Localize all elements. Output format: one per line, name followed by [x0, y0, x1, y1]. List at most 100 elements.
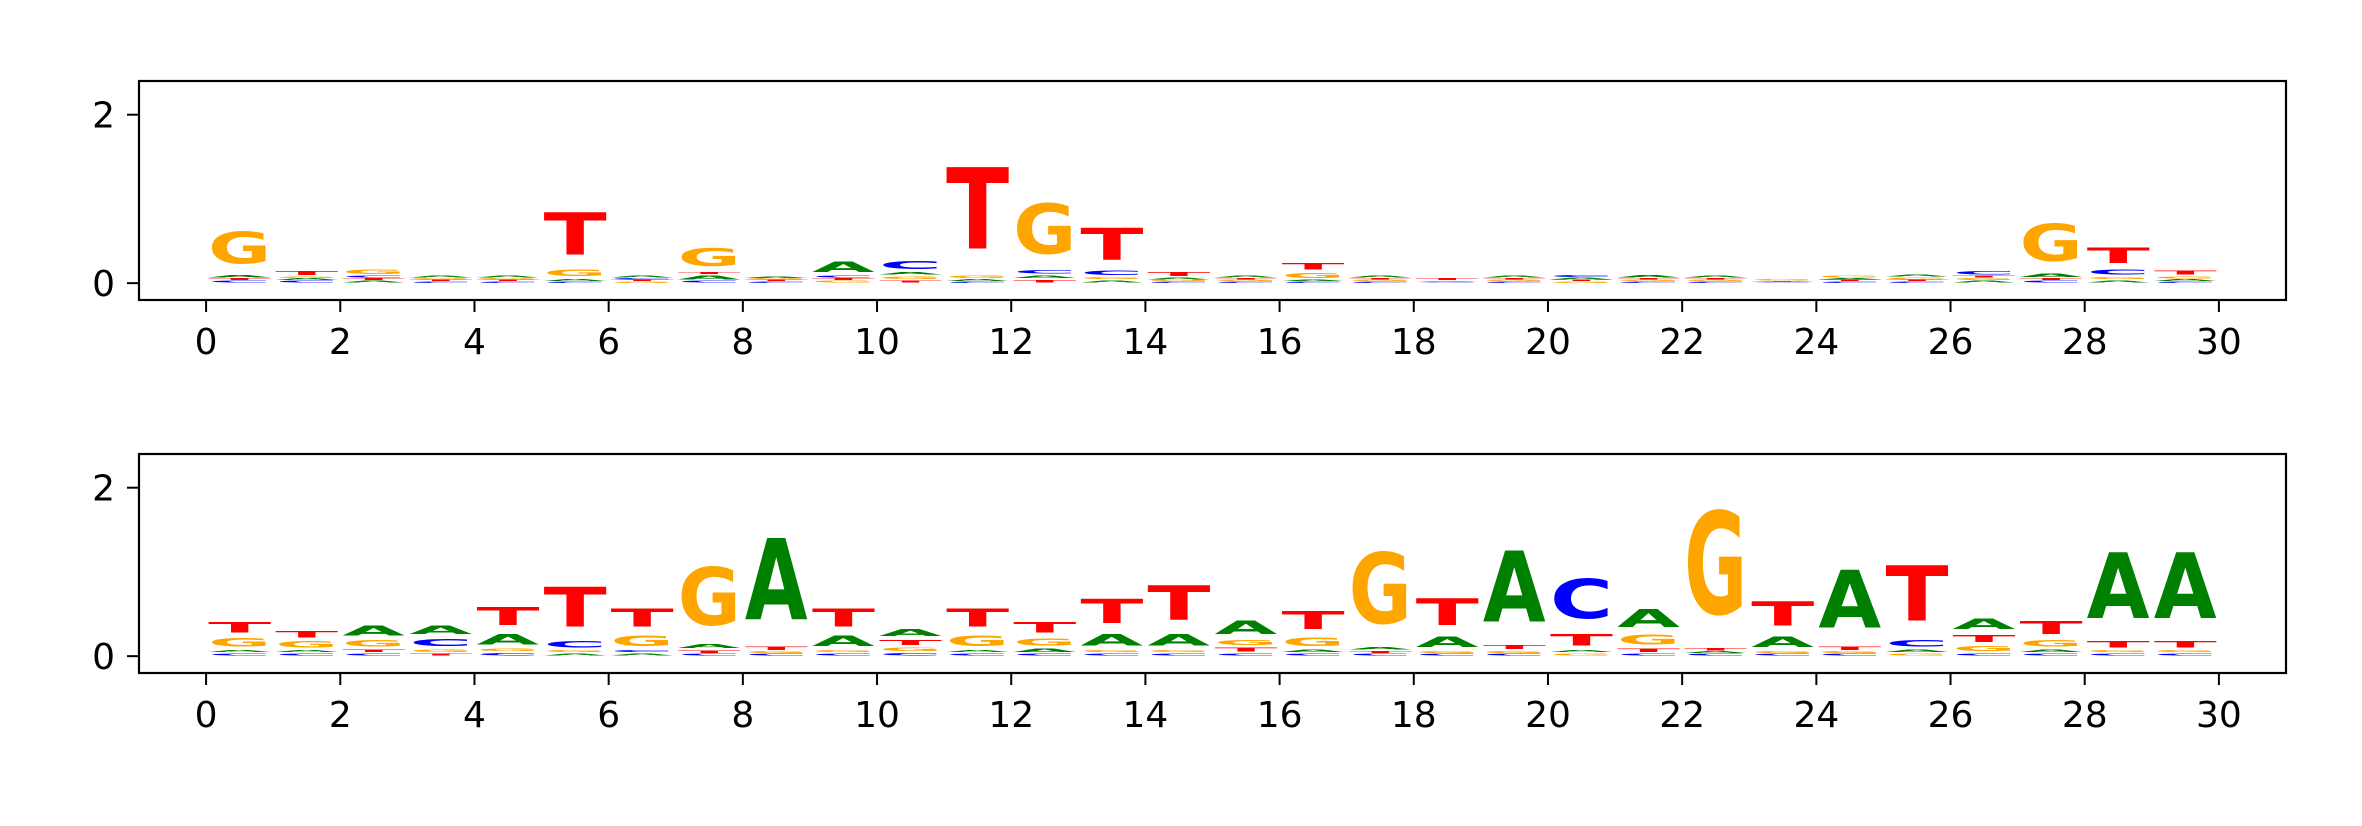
logo-letter-g: G [1953, 278, 2016, 281]
logo-letter-c: C [1349, 654, 1412, 656]
logo-letter-c: C [1416, 654, 1479, 656]
logo-letter-a: A [1483, 532, 1546, 645]
logo-letter-g: G [812, 649, 875, 652]
logo-letter-c: C [678, 654, 741, 656]
x-tick-label: 6 [597, 695, 620, 736]
logo-letter-c: C [544, 282, 607, 284]
logo-letter-c: C [409, 637, 472, 649]
logo-letter-c: C [1818, 282, 1881, 284]
logo-letter-t: T [678, 272, 742, 275]
x-tick-label: 12 [988, 695, 1034, 736]
logo-letter-t: T [1885, 280, 1949, 282]
logo-letter-c: C [342, 276, 405, 278]
logo-letter-t: T [745, 280, 809, 282]
logo-letter-a: A [476, 631, 539, 648]
logo-letter-c: C [1684, 282, 1747, 284]
logo-letter-t: T [2087, 243, 2150, 268]
logo-letter-t: T [879, 639, 942, 647]
logo-letter-c: C [409, 282, 472, 284]
x-tick-label: 28 [2062, 695, 2108, 736]
x-tick-label: 30 [2196, 695, 2242, 736]
logo-letter-t: T [1080, 220, 1143, 270]
logo-letter-t: T [275, 629, 338, 639]
logo-letter-g: G [1617, 633, 1680, 648]
logo-letter-g: G [1282, 635, 1345, 648]
logo-letter-g: G [2154, 276, 2217, 279]
logo-letter-t: T [476, 280, 540, 282]
logo-letter-c: C [275, 281, 338, 283]
logo-letter-t: T [745, 646, 809, 651]
x-tick-label: 18 [1391, 322, 1437, 363]
logo-letter-g: G [611, 633, 674, 650]
logo-letter-a: A [1953, 616, 2016, 633]
logo-letter-g: G [1349, 533, 1412, 646]
logo-letter-a: A [1617, 604, 1681, 633]
logo-letter-c: C [2020, 281, 2083, 283]
x-tick-label: 22 [1659, 695, 1705, 736]
logo-letter-t: T [1349, 278, 1413, 280]
logo-letter-a: A [1013, 275, 1077, 279]
logo-letter-a: A [2154, 279, 2218, 282]
logo-letter-c: C [1416, 282, 1479, 283]
x-tick-label: 24 [1793, 322, 1839, 363]
logo-letter-a: A [1349, 646, 1413, 650]
logo-letter-g: G [2020, 638, 2083, 648]
logo-letter-g: G [1147, 280, 1210, 282]
logo-letter-t: T [409, 280, 473, 282]
logo-letter-c: C [1818, 654, 1881, 656]
logo-letter-g: G [1550, 281, 1613, 283]
logo-letter-t: T [1953, 633, 2016, 645]
logo-letter-a: A [1751, 281, 1815, 282]
logo-letter-c: C [812, 276, 875, 278]
logo-letter-a: A [1684, 651, 1748, 654]
axes-frame [137, 79, 2288, 302]
logo-panel-top: CTAGCAGTATCGCTGACTGACAGTGTCACATGCTGAGTCA… [92, 79, 2288, 363]
logo-letter-a: A [1349, 276, 1413, 279]
x-tick-label: 14 [1123, 695, 1169, 736]
logo-letter-c: C [1483, 654, 1546, 656]
logo-letter-a: A [1953, 281, 2017, 284]
logo-letter-g: G [1684, 280, 1747, 282]
logo-letter-g: G [1080, 649, 1143, 652]
x-tick-label: 16 [1257, 322, 1303, 363]
y-axis: 02 [92, 96, 139, 305]
logo-letter-a: A [1080, 631, 1143, 649]
x-tick-label: 18 [1391, 695, 1437, 736]
logo-letter-t: T [476, 601, 539, 630]
logo-letter-c: C [544, 639, 607, 649]
logo-letter-g: G [1684, 483, 1747, 647]
logo-letter-t: T [2020, 278, 2084, 281]
logo-letters: CTAGCAGTATCGCTGACTGACAGTGTCACATGCTGAGTCA… [208, 146, 2217, 283]
x-tick-label: 4 [463, 695, 486, 736]
logo-letter-t: T [1013, 279, 1077, 283]
logo-letter-a: A [409, 276, 473, 279]
logo-letter-g: G [1215, 280, 1278, 282]
logo-letter-g: G [1885, 277, 1948, 280]
logo-letter-t: T [611, 603, 674, 632]
logo-letter-c: C [2087, 268, 2150, 276]
logo-letter-g: G [1282, 271, 1345, 279]
logo-letter-c: C [1751, 654, 1814, 656]
logo-letter-g: G [946, 633, 1009, 650]
logo-letter-a: A [1416, 633, 1479, 650]
logo-letter-a: A [208, 274, 272, 278]
logo-letter-a: A [1282, 649, 1346, 653]
logo-letter-t: T [544, 576, 607, 639]
logo-letter-g: G [1885, 653, 1948, 656]
x-tick-label: 8 [731, 695, 754, 736]
logo-letter-c: C [1550, 275, 1613, 277]
logo-letter-a: A [476, 276, 540, 279]
logo-letter-t: T [1013, 619, 1076, 636]
logo-letter-c: C [275, 653, 338, 656]
logo-letter-a: A [1617, 274, 1681, 278]
logo-letter-t: T [342, 278, 406, 281]
logo-letter-g: G [1483, 280, 1546, 282]
x-tick-label: 10 [854, 695, 900, 736]
logo-letter-t: T [208, 278, 272, 281]
y-tick-label: 2 [92, 469, 115, 510]
x-axis: 0 2 4 6 8 10 12 14 16 18 20 22 24 26 28 30 [195, 300, 2242, 363]
logo-letter-a: A [879, 271, 943, 275]
logo-letter-a: A [208, 649, 272, 652]
logo-letter-c: C [1013, 653, 1076, 656]
